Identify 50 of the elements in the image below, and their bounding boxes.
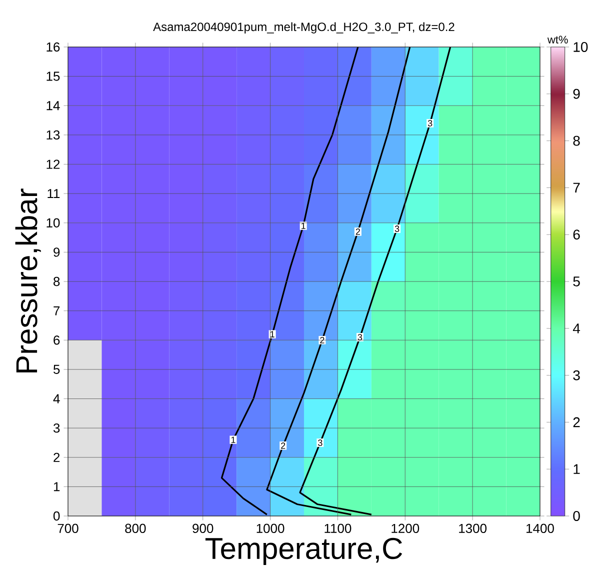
color-bar-label: 9: [573, 88, 580, 99]
color-bar-label: 0: [573, 511, 580, 521]
x-tick-label: 900: [192, 524, 214, 534]
y-tick-label: 10: [46, 218, 60, 228]
y-tick-label: 7: [54, 306, 60, 316]
chart-title: Asama20040901pum_melt-MgO.d_H2O_3.0_PT, dz=0.2: [153, 22, 454, 34]
x-tick-label: 700: [58, 524, 78, 534]
y-tick-label: 9: [54, 248, 60, 257]
y-tick-label: 6: [54, 336, 60, 345]
x-tick-label: 1200: [392, 524, 420, 534]
color-bar-label: 10: [574, 42, 588, 52]
x-tick-label: 1300: [459, 524, 487, 534]
color-bar-title: wt%: [547, 36, 568, 44]
y-tick-label: 8: [54, 276, 60, 286]
x-tick-label: 1400: [526, 524, 554, 534]
annotation: 2: [320, 336, 324, 344]
color-bar-label: 3: [573, 370, 580, 380]
color-bar-label: 2: [573, 417, 580, 428]
y-axis-title: Pressure,kbar: [15, 188, 41, 372]
color-bar-label: 8: [573, 136, 580, 146]
y-tick-label: 16: [46, 42, 60, 52]
y-tick-label: 12: [46, 160, 60, 169]
annotation: 1: [270, 331, 274, 338]
y-tick-label: 2: [54, 452, 60, 462]
x-tick-label: 1100: [324, 524, 352, 534]
y-tick-label: 0: [53, 511, 60, 521]
y-tick-label: 15: [46, 72, 60, 81]
y-tick-label: 14: [46, 101, 60, 110]
annotation: 3: [318, 440, 322, 446]
y-tick-label: 5: [53, 364, 60, 374]
annotation: 1: [231, 436, 236, 443]
x-axis-title: Temperature,C: [205, 538, 402, 566]
annotation: 1: [302, 222, 306, 229]
color-bar-label: 1: [574, 464, 580, 474]
y-tick-label: 1: [54, 482, 60, 492]
annotation: 3: [428, 120, 432, 126]
color-bar-label: 5: [573, 276, 580, 286]
y-tick-label: 13: [46, 130, 60, 140]
color-bar-label: 7: [573, 182, 580, 193]
y-tick-label: 3: [53, 423, 60, 433]
annotation: 2: [356, 228, 360, 235]
color-bar-label: 6: [573, 230, 580, 240]
annotation: 3: [358, 334, 362, 340]
y-tick-label: 11: [48, 189, 60, 198]
annotation: 3: [394, 226, 400, 232]
annotation: 2: [281, 442, 286, 449]
color-bar-label: 4: [572, 324, 580, 334]
y-tick-label: 4: [53, 394, 60, 404]
x-tick-label: 1000: [256, 524, 284, 534]
x-tick-label: 800: [125, 524, 146, 534]
